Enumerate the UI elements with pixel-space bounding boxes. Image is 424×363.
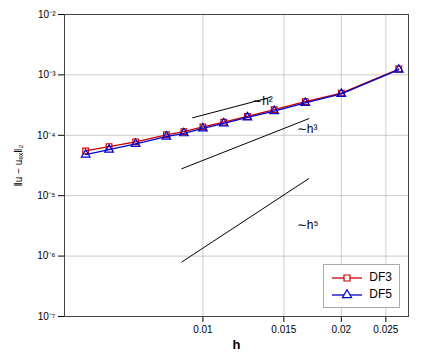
svg-text:∼h²: ∼h² bbox=[252, 94, 273, 108]
html-text:DF5: DF5 bbox=[369, 287, 392, 301]
svg-text:∼h³: ∼h³ bbox=[297, 122, 318, 136]
svg-text:10⁻²: 10⁻² bbox=[38, 9, 56, 20]
svg-text:0.015: 0.015 bbox=[271, 324, 296, 335]
svg-text:‖u − uₑₓ‖₂: ‖u − uₑₓ‖₂ bbox=[13, 145, 24, 187]
svg-text:0.02: 0.02 bbox=[332, 324, 352, 335]
svg-text:∼h⁵: ∼h⁵ bbox=[297, 218, 319, 232]
html-text:DF3: DF3 bbox=[369, 270, 392, 284]
svg-text:h: h bbox=[233, 337, 241, 352]
svg-text:0.01: 0.01 bbox=[193, 324, 213, 335]
svg-text:10⁻⁵: 10⁻⁵ bbox=[37, 190, 55, 201]
svg-text:10⁻³: 10⁻³ bbox=[38, 69, 56, 80]
svg-text:10⁻⁶: 10⁻⁶ bbox=[37, 250, 55, 261]
svg-text:0.025: 0.025 bbox=[373, 324, 398, 335]
svg-text:10⁻⁴: 10⁻⁴ bbox=[37, 130, 55, 141]
svg-text:10⁻⁷: 10⁻⁷ bbox=[38, 311, 56, 322]
